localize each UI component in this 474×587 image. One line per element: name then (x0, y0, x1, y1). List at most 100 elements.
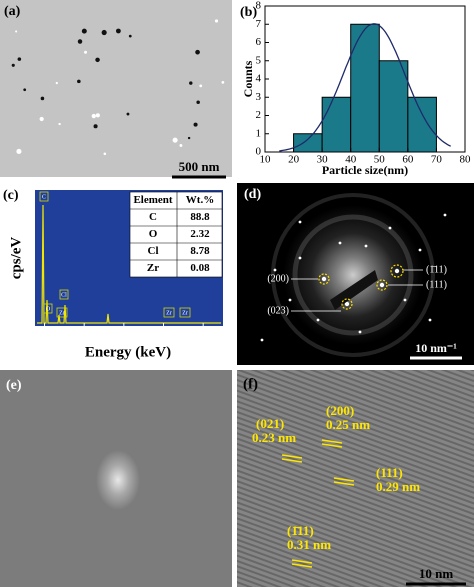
spot (364, 244, 368, 248)
bar (378, 60, 409, 153)
particle (193, 122, 198, 127)
fit-curve (279, 23, 451, 152)
spot (316, 318, 320, 322)
hrtem-image (237, 370, 474, 587)
y-tick-label: 2 (256, 109, 262, 121)
fringe-annotations: (021)0.23 nm (200)0.25 nm (111)0.29 nm (1̄1… (252, 403, 420, 568)
x-axis-label: Energy (keV) (85, 344, 171, 360)
peak-boxes (39, 191, 191, 318)
scale-label: 10 nm (419, 566, 453, 581)
spot (428, 318, 432, 322)
peak-label: Zr (182, 310, 188, 316)
table-cell: 0.08 (190, 262, 210, 274)
particle (77, 79, 81, 84)
panel-label: (d) (244, 187, 261, 202)
fft-center (96, 450, 140, 510)
tem-image (0, 0, 232, 177)
bar (407, 96, 437, 153)
y-tick-label: 0 (256, 146, 262, 158)
spot (358, 330, 362, 334)
bar (350, 23, 380, 153)
particle (189, 81, 193, 85)
table-cell: Cl (148, 245, 159, 257)
x-tick-label: 40 (345, 154, 357, 166)
particle (58, 122, 61, 126)
spot-label: (1̄11) (426, 264, 447, 275)
spot (418, 248, 422, 252)
spacing-label: 0.29 nm (376, 479, 420, 494)
particle (199, 84, 203, 88)
particle (95, 113, 100, 118)
diffraction-ring (292, 214, 414, 336)
spot (379, 282, 385, 288)
spot (298, 220, 302, 224)
fringe-marker (333, 477, 355, 482)
particle (115, 28, 121, 34)
spot (260, 338, 264, 342)
plane-label: (021) (256, 416, 284, 431)
x-tick-label: 15 (161, 328, 167, 334)
y-tick-label: 5 (256, 54, 262, 66)
spot (443, 213, 447, 217)
x-tick-label: 60 (402, 154, 414, 166)
bar (293, 133, 323, 153)
fringe-marker (291, 559, 313, 564)
fringe-marker (321, 439, 343, 444)
spot (344, 301, 350, 307)
fringe-marker (321, 443, 343, 448)
panel-label: (a) (4, 4, 21, 19)
plane-label: (111) (376, 465, 403, 480)
table-cell: C (149, 211, 157, 223)
panel-label: (f) (243, 376, 258, 392)
spot (273, 268, 277, 272)
plane-label: (200) (326, 403, 354, 418)
hrtem-haze (237, 370, 474, 587)
x-tick-label: 10 (260, 154, 272, 166)
particles (11, 19, 225, 156)
spot-label: (023) (267, 305, 289, 316)
y-axis-label: cps/eV (8, 237, 24, 280)
table-cell: 8.78 (190, 245, 210, 257)
x-tick-label: 20 (200, 328, 206, 334)
particle (84, 50, 88, 54)
spot-label: (111) (426, 279, 447, 290)
diffraction-halo (283, 205, 423, 345)
particle (214, 19, 219, 23)
particle (91, 113, 96, 119)
scale-label: 10 nm⁻¹ (415, 341, 457, 355)
particle (77, 39, 83, 44)
table-bg (129, 191, 223, 278)
diffraction-ring (271, 193, 435, 357)
spot (288, 298, 292, 302)
peak-label: Zr (59, 310, 65, 316)
x-tick-label: 70 (431, 154, 443, 166)
panel-label: (b) (240, 5, 257, 20)
x-tick-label: 10 (121, 328, 127, 334)
spot (394, 268, 400, 274)
particle (17, 57, 22, 61)
spot-circles (318, 264, 404, 310)
panel-label: (e) (6, 378, 22, 393)
spot (298, 256, 302, 260)
y-axis-label: Counts (241, 60, 255, 97)
fringe-marker (291, 563, 313, 568)
histogram: 10 20 30 40 50 60 70 80 0 1 2 3 4 5 6 7 8 Particle size(n… (240, 0, 471, 177)
particle (101, 29, 107, 36)
y-tick-label: 1 (256, 127, 262, 139)
scale-label: 500 nm (179, 159, 220, 174)
spot-label: (200) (267, 273, 289, 284)
particle (40, 96, 45, 101)
y-tick-label: 4 (256, 73, 262, 85)
y-tick-label: 8 (256, 0, 262, 12)
particle (195, 49, 200, 55)
particle (196, 100, 200, 104)
particle (187, 136, 191, 140)
plane-label: (1̄11) (287, 523, 314, 538)
x-tick-label: 30 (317, 154, 329, 166)
spacing-label: 0.23 nm (252, 430, 296, 445)
particle (103, 152, 107, 156)
spot (388, 226, 392, 230)
